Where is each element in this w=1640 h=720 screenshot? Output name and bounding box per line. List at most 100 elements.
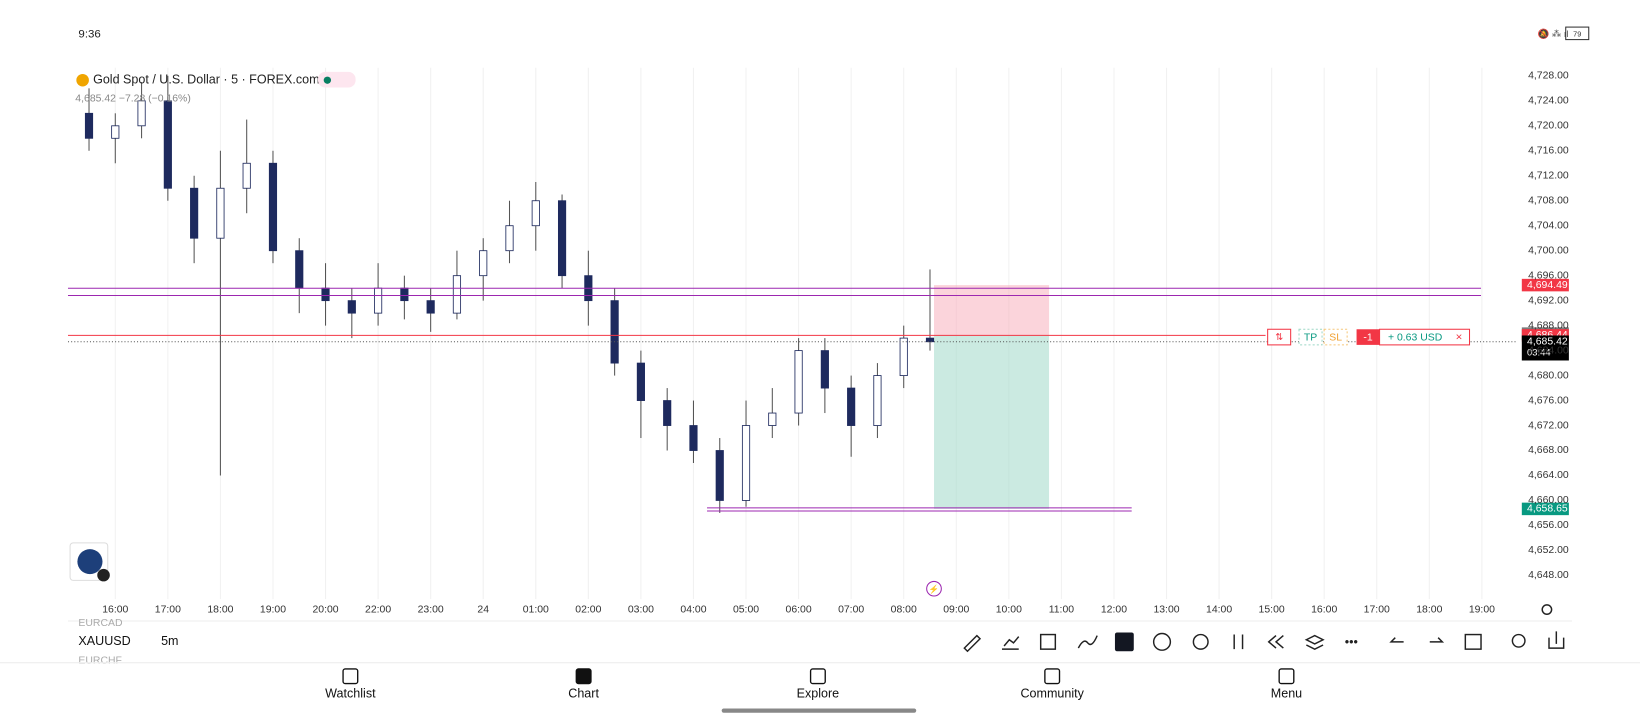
candle-body xyxy=(163,100,172,189)
y-tick-label: 4,672.00 xyxy=(1528,420,1569,431)
event-icon: ⚡ xyxy=(929,584,939,595)
x-tick-label: 24 xyxy=(477,604,489,615)
trade-panel: ⇅ TP SL -1 + 0.63 USD × xyxy=(1267,328,1471,346)
add-tool[interactable] xyxy=(1152,632,1172,651)
x-tick-label: 19:00 xyxy=(1469,604,1495,615)
candle-body xyxy=(794,350,803,414)
avatar-badge xyxy=(97,568,110,582)
interval[interactable]: 5m xyxy=(161,634,178,648)
candle-body xyxy=(268,162,278,252)
nav-icon[interactable] xyxy=(1278,668,1295,685)
candle-body xyxy=(295,250,304,289)
nav-item[interactable]: Community xyxy=(1020,686,1084,700)
replay[interactable] xyxy=(1267,635,1284,649)
layers[interactable] xyxy=(1304,634,1325,650)
ideas[interactable] xyxy=(1511,633,1526,648)
previous-symbol[interactable]: EURCAD xyxy=(78,618,123,629)
x-tick-label: 16:00 xyxy=(1311,604,1337,615)
nav-icon[interactable] xyxy=(1044,668,1061,685)
y-tick-label: 4,668.00 xyxy=(1528,445,1569,456)
price-tag-label: 4,658.65 xyxy=(1527,504,1568,515)
y-axis: 4,648.00 4,652.00 4,656.00 4,660.00 4,664.00… xyxy=(1528,71,1569,582)
chart-type[interactable] xyxy=(1233,634,1244,650)
candle-body xyxy=(111,125,120,139)
y-tick-label: 4,652.00 xyxy=(1528,545,1569,556)
candle-body xyxy=(426,300,435,314)
quantity: -1 xyxy=(1363,332,1372,343)
candle-body xyxy=(531,200,540,227)
more[interactable]: ••• xyxy=(1345,635,1358,649)
share[interactable] xyxy=(1548,631,1565,649)
nav-icon[interactable] xyxy=(575,668,592,685)
battery-level: 79 xyxy=(1573,29,1581,38)
candles xyxy=(84,75,935,513)
draw-tool[interactable] xyxy=(963,634,982,653)
price-tag xyxy=(1521,335,1569,361)
tp-button[interactable] xyxy=(1298,328,1323,346)
quote: 4,685.42 −7.28 (−0.16%) xyxy=(75,94,191,105)
redo[interactable] xyxy=(1429,637,1445,643)
event-marker[interactable] xyxy=(926,580,942,597)
close-position[interactable]: × xyxy=(1456,332,1463,344)
nav-item[interactable]: Explore xyxy=(797,686,840,700)
x-tick-label: 19:00 xyxy=(260,604,286,615)
price-tag-label: 4,694.49 xyxy=(1527,280,1568,291)
indicators[interactable] xyxy=(1001,636,1020,650)
axis-settings[interactable] xyxy=(1541,604,1553,615)
candle-body xyxy=(479,250,488,277)
y-tick-label: 4,680.00 xyxy=(1528,370,1569,381)
templates[interactable] xyxy=(1039,633,1057,650)
nav-item[interactable]: Menu xyxy=(1271,686,1302,700)
pnl-box xyxy=(1379,328,1471,346)
x-axis: 16:00 17:00 18:00 19:00 20:00 22:00 23:00 24 01:… xyxy=(102,604,1495,615)
x-tick-label: 18:00 xyxy=(1416,604,1442,615)
y-tick-label: 4,656.00 xyxy=(1528,520,1569,531)
x-tick-label: 17:00 xyxy=(155,604,181,615)
x-tick-label: 08:00 xyxy=(891,604,917,615)
symbol-logo xyxy=(76,73,89,87)
candle-body xyxy=(400,287,409,302)
y-tick-label: 4,712.00 xyxy=(1528,171,1569,182)
candle-body xyxy=(321,287,330,302)
candle-body xyxy=(137,100,146,127)
position-zones xyxy=(934,285,1050,509)
fullscreen[interactable] xyxy=(1464,633,1482,650)
x-tick-label: 09:00 xyxy=(943,604,969,615)
x-tick-label: 07:00 xyxy=(838,604,864,615)
nav-item[interactable]: Chart xyxy=(568,686,599,700)
candle-body xyxy=(84,112,94,139)
grid xyxy=(114,67,1483,600)
y-tick-label: 4,684.00 xyxy=(1528,345,1569,356)
x-tick-label: 01:00 xyxy=(523,604,549,615)
sl-button[interactable] xyxy=(1323,328,1348,346)
toolbar: ••• xyxy=(963,631,1565,653)
candle-body xyxy=(715,450,724,501)
status-pill xyxy=(317,71,356,88)
quantity-box xyxy=(1356,329,1380,345)
x-tick-label: 18:00 xyxy=(207,604,233,615)
x-tick-label: 10:00 xyxy=(996,604,1022,615)
x-tick-label: 02:00 xyxy=(575,604,601,615)
y-tick-label: 4,704.00 xyxy=(1528,220,1569,231)
candle-body xyxy=(768,412,777,426)
x-tick-label: 03:00 xyxy=(628,604,654,615)
strategy[interactable] xyxy=(1077,635,1098,649)
alerts[interactable] xyxy=(1192,633,1209,650)
home-indicator xyxy=(721,708,917,713)
reverse-button[interactable] xyxy=(1267,328,1292,346)
nav-icon[interactable] xyxy=(342,668,359,685)
y-tick-label: 4,664.00 xyxy=(1528,470,1569,481)
sl-label: SL xyxy=(1329,332,1342,343)
nav-icon[interactable] xyxy=(809,668,826,685)
nav-item[interactable]: Watchlist xyxy=(325,686,376,700)
symbol[interactable]: XAUUSD xyxy=(78,634,130,648)
candle-body xyxy=(899,337,908,376)
candle-body xyxy=(374,287,383,314)
x-tick-label: 13:00 xyxy=(1153,604,1179,615)
y-tick-label: 4,716.00 xyxy=(1528,146,1569,157)
stop-loss-zone xyxy=(934,285,1050,336)
undo[interactable] xyxy=(1389,637,1404,643)
next-symbol[interactable]: EURCHF xyxy=(78,655,122,666)
tv-logo[interactable] xyxy=(1114,632,1134,652)
